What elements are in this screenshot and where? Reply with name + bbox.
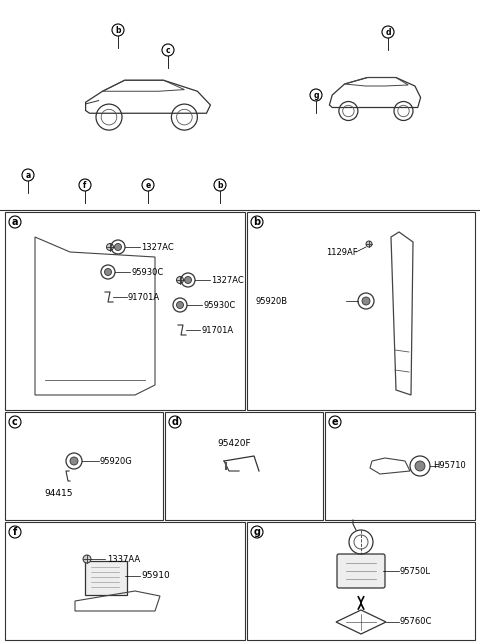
Text: f: f: [84, 180, 87, 189]
Circle shape: [105, 269, 111, 276]
Circle shape: [415, 461, 425, 471]
Circle shape: [362, 297, 370, 305]
Text: 95930C: 95930C: [203, 301, 235, 310]
FancyBboxPatch shape: [325, 412, 475, 520]
Circle shape: [184, 276, 192, 283]
Text: b: b: [115, 26, 121, 35]
Circle shape: [177, 276, 183, 283]
Text: 1327AC: 1327AC: [141, 243, 174, 252]
Text: f: f: [13, 527, 17, 537]
Text: 95920B: 95920B: [255, 296, 287, 305]
Text: a: a: [25, 171, 31, 180]
Text: e: e: [332, 417, 338, 427]
Text: b: b: [253, 217, 261, 227]
Text: 91701A: 91701A: [201, 325, 233, 334]
Text: g: g: [313, 91, 319, 100]
Circle shape: [177, 301, 183, 308]
Text: 1327AC: 1327AC: [211, 276, 244, 285]
Text: 95910: 95910: [141, 571, 170, 580]
Circle shape: [70, 457, 78, 465]
Circle shape: [366, 241, 372, 247]
Text: 1129AF: 1129AF: [326, 247, 358, 256]
FancyBboxPatch shape: [247, 212, 475, 410]
Text: H95710: H95710: [433, 462, 466, 471]
Text: e: e: [145, 180, 151, 189]
Text: 95420F: 95420F: [217, 439, 251, 448]
FancyBboxPatch shape: [5, 412, 163, 520]
Text: a: a: [12, 217, 18, 227]
Text: b: b: [217, 180, 223, 189]
Circle shape: [83, 555, 91, 563]
Text: 95920G: 95920G: [100, 457, 133, 466]
Text: 95760C: 95760C: [400, 618, 432, 627]
FancyBboxPatch shape: [5, 522, 245, 640]
Text: d: d: [385, 28, 391, 37]
Text: 94415: 94415: [45, 489, 73, 498]
Circle shape: [107, 243, 113, 251]
FancyBboxPatch shape: [247, 522, 475, 640]
Circle shape: [115, 243, 121, 251]
FancyBboxPatch shape: [165, 412, 323, 520]
FancyBboxPatch shape: [85, 561, 127, 595]
Text: c: c: [166, 46, 170, 55]
Text: g: g: [253, 527, 261, 537]
FancyBboxPatch shape: [5, 212, 245, 410]
Text: d: d: [171, 417, 179, 427]
Text: 91701A: 91701A: [128, 292, 160, 301]
FancyBboxPatch shape: [337, 554, 385, 588]
Text: 95750L: 95750L: [400, 567, 431, 576]
Text: c: c: [12, 417, 18, 427]
Text: 1337AA: 1337AA: [107, 554, 140, 564]
Text: 95930C: 95930C: [131, 267, 163, 276]
